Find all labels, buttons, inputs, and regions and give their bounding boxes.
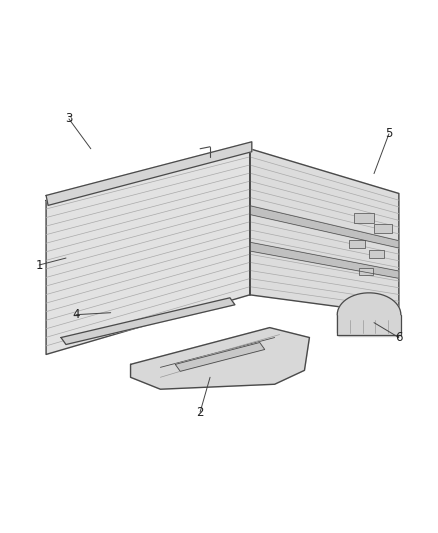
- Polygon shape: [175, 343, 265, 372]
- Text: 4: 4: [72, 308, 80, 321]
- Polygon shape: [61, 298, 235, 344]
- Polygon shape: [46, 142, 252, 205]
- Polygon shape: [46, 149, 250, 354]
- Polygon shape: [131, 328, 309, 389]
- Text: 1: 1: [35, 259, 43, 271]
- Text: 5: 5: [385, 127, 392, 140]
- Bar: [349, 240, 365, 248]
- Polygon shape: [250, 149, 399, 314]
- Bar: [359, 268, 373, 275]
- Bar: [369, 250, 384, 258]
- Text: 6: 6: [395, 331, 403, 344]
- Polygon shape: [250, 242, 399, 278]
- Bar: [374, 224, 392, 233]
- Polygon shape: [250, 206, 399, 248]
- Text: 2: 2: [196, 406, 204, 418]
- Polygon shape: [337, 293, 401, 336]
- Bar: [354, 213, 374, 223]
- Text: 3: 3: [65, 112, 73, 125]
